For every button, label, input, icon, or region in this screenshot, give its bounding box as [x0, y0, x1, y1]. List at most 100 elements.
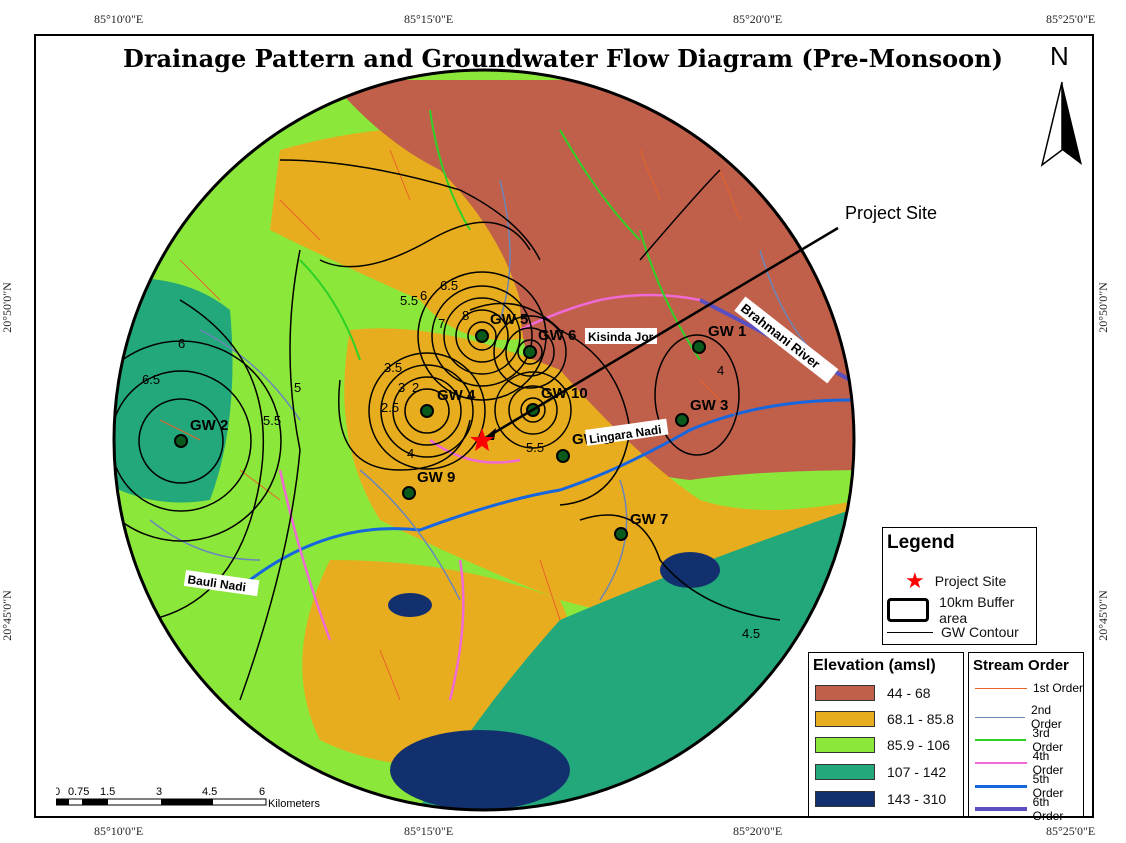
stream-swatch — [975, 807, 1027, 811]
scale-tick: 0.75 — [68, 786, 89, 798]
well-gw2: GW 2 — [174, 417, 228, 448]
stream-order-item: 6th Order — [969, 795, 1083, 823]
contour-label: 3 — [398, 380, 405, 395]
coord-bottom-1: 85°10'0"E — [94, 824, 144, 838]
legend-item-buffer: 10km Buffer area — [883, 594, 1036, 626]
contour-label: 6.5 — [142, 372, 160, 387]
well-gw4: GW 4 — [420, 387, 476, 418]
scale-tick: 4.5 — [202, 786, 217, 798]
contour-label: 7 — [438, 316, 445, 331]
elevation-teal-west — [114, 278, 233, 503]
legend-box: Legend ★ Project Site 10km Buffer area G… — [882, 527, 1037, 645]
scale-unit: Kilometers — [268, 798, 320, 809]
contour-label: 2 — [412, 380, 419, 395]
stream-2nd-order — [149, 179, 821, 601]
coord-top-1: 85°10'0"E — [94, 12, 144, 26]
stream-order-item: 5th Order — [969, 772, 1083, 800]
project-site-arrow — [481, 226, 839, 442]
contour-label: 5.5 — [526, 440, 544, 455]
svg-text:GW 9: GW 9 — [417, 469, 455, 486]
elevation-legend: Elevation (amsl) 44 - 68 68.1 - 85.8 85.… — [808, 652, 964, 817]
scale-tick: 6 — [259, 786, 265, 798]
elevation-class: 68.1 - 85.8 — [809, 711, 954, 727]
elevation-navy-south — [390, 730, 570, 810]
contour-label: 4 — [717, 363, 724, 378]
svg-text:GW 5: GW 5 — [490, 311, 528, 328]
project-site-label: Project Site — [845, 203, 937, 223]
stream-3rd-order — [299, 109, 701, 361]
contour-label: 6 — [420, 288, 427, 303]
svg-text:GW 1: GW 1 — [708, 323, 746, 340]
well-gw6: GW 6 — [523, 327, 576, 359]
stream-order-item: 4th Order — [969, 749, 1083, 777]
contour-label: 4 — [407, 446, 414, 461]
project-site-star — [470, 428, 494, 451]
elevation-class: 107 - 142 — [809, 764, 946, 780]
stream-order-legend: Stream Order 1st Order 2nd Order 3rd Ord… — [968, 652, 1084, 823]
contour-label: 5.5 — [400, 293, 418, 308]
elevation-layer — [114, 70, 854, 810]
project-site: Project Site — [470, 203, 937, 451]
scale-tick: 1.5 — [100, 786, 115, 798]
north-arrow: N — [1040, 41, 1082, 167]
svg-text:GW 7: GW 7 — [630, 511, 668, 528]
legend-title: Legend — [887, 532, 955, 553]
stream-swatch — [975, 762, 1027, 764]
stream-swatch — [975, 784, 1027, 788]
elevation-class: 44 - 68 — [809, 685, 931, 701]
well-gw3: GW 3 — [675, 397, 728, 427]
gw-contours — [114, 159, 781, 701]
well-gw7: GW 7 — [614, 511, 668, 541]
stream-order-item: 3rd Order — [969, 726, 1083, 754]
coord-top-2: 85°15'0"E — [404, 12, 454, 26]
contour-label: 6 — [178, 336, 185, 351]
stream-swatch — [975, 739, 1027, 741]
contour-label: 5.5 — [263, 413, 281, 428]
map-title: Drainage Pattern and Groundwater Flow Di… — [123, 44, 1003, 73]
contour-label: 6.5 — [440, 278, 458, 293]
coord-bottom-2: 85°15'0"E — [404, 824, 454, 838]
elevation-swatch — [815, 791, 875, 807]
stream-swatch — [975, 687, 1027, 689]
north-label: N — [1050, 41, 1069, 71]
elevation-swatch — [815, 737, 875, 753]
scale-bar: 0 0.75 1.5 3 4.5 6 Kilometers — [56, 786, 320, 809]
contour-label: 3.5 — [384, 360, 402, 375]
elevation-swatch — [815, 685, 875, 701]
stream-order-title: Stream Order — [973, 657, 1069, 674]
legend-item-project-site: ★ Project Site — [905, 568, 1007, 593]
well-gw9: GW 9 — [402, 469, 455, 500]
star-icon: ★ — [905, 568, 925, 593]
contour-swatch — [887, 631, 933, 633]
elevation-class: 85.9 - 106 — [809, 737, 950, 753]
svg-text:GW 2: GW 2 — [190, 417, 228, 434]
contour-label: 5 — [294, 380, 301, 395]
coord-bottom-3: 85°20'0"E — [733, 824, 783, 838]
buffer-circle — [112, 68, 856, 812]
elevation-navy-east — [660, 552, 720, 588]
elevation-legend-title: Elevation (amsl) — [813, 657, 936, 674]
scale-tick: 0 — [56, 786, 60, 798]
elevation-brown-ne — [330, 80, 854, 480]
coord-top-4: 85°25'0"E — [1046, 12, 1096, 26]
stream-4th-order — [278, 293, 701, 701]
svg-text:GW 6: GW 6 — [538, 327, 576, 344]
stream-swatch — [975, 716, 1026, 718]
elevation-swatch — [815, 711, 875, 727]
contour-label: 4.5 — [742, 626, 760, 641]
contour-label: 8 — [462, 308, 469, 323]
well-gw1: GW 1 — [692, 323, 746, 354]
stream-layer — [149, 109, 851, 701]
contour-label: 2.5 — [381, 400, 399, 415]
elevation-navy-center — [388, 593, 432, 617]
elevation-swatch — [815, 764, 875, 780]
scale-tick: 3 — [156, 786, 162, 798]
svg-text:GW 3: GW 3 — [690, 397, 728, 414]
stream-order-item: 1st Order — [969, 681, 1083, 695]
contour-labels: 5.5 6 6.5 7 8 3.5 3 2.5 2 5 4 4.5 6 6.5 … — [142, 278, 760, 641]
label-kisinda-jor: Kisinda Jor — [585, 328, 657, 344]
elevation-class: 143 - 310 — [809, 791, 946, 807]
svg-text:Kisinda Jor: Kisinda Jor — [588, 330, 654, 344]
buffer-swatch — [887, 598, 930, 622]
